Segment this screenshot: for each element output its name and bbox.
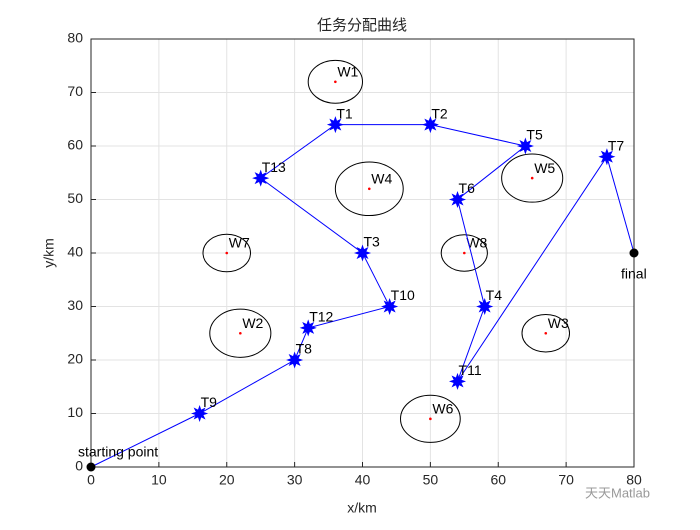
point-label: T11 (459, 362, 482, 378)
x-tick-label: 20 (219, 472, 235, 488)
task-marker (421, 116, 439, 134)
task-marker (448, 191, 467, 208)
region-circle (440, 234, 488, 272)
task-marker (598, 148, 616, 166)
point-label: T6 (459, 180, 476, 196)
task-marker (381, 298, 399, 315)
region-circle (307, 59, 364, 104)
region-circle (400, 394, 461, 443)
task-marker (286, 351, 304, 369)
endpoint-marker (86, 462, 96, 472)
task-marker (252, 169, 270, 187)
y-tick-label: 50 (67, 190, 83, 206)
x-tick-label: 0 (87, 472, 95, 488)
region-circle (501, 153, 564, 203)
y-tick-label: 10 (67, 404, 83, 420)
y-tick-label: 60 (67, 137, 83, 153)
region-circle (521, 314, 571, 353)
point-label: T2 (431, 105, 448, 121)
point-label: T4 (486, 287, 503, 303)
x-tick-label: 30 (287, 472, 303, 488)
point-label: starting point (78, 444, 158, 460)
task-marker (516, 137, 534, 155)
region-label: W7 (229, 235, 250, 251)
region-center (429, 417, 432, 421)
endpoint-marker (629, 248, 639, 258)
point-label: T10 (391, 287, 415, 303)
y-tick-label: 70 (67, 83, 83, 99)
region-circle (334, 161, 404, 217)
region-label: W1 (337, 64, 358, 80)
task-marker (448, 372, 467, 390)
region-label: W4 (371, 171, 392, 187)
x-tick-label: 80 (626, 472, 642, 488)
region-center (239, 331, 242, 335)
y-tick-label: 80 (67, 30, 83, 46)
region-center (367, 187, 371, 191)
region-center (463, 251, 466, 255)
region-circle (202, 233, 252, 273)
y-tick-label: 30 (67, 297, 83, 313)
point-label: T9 (201, 394, 218, 410)
point-label: final (621, 266, 647, 282)
region-label: W6 (432, 401, 453, 417)
region-center (225, 251, 229, 255)
chart-title: 任务分配曲线 (317, 17, 407, 34)
task-marker (326, 116, 344, 134)
region-label: W3 (548, 315, 569, 331)
task-marker (299, 319, 317, 337)
task-marker (191, 404, 209, 423)
x-tick-label: 40 (355, 472, 371, 488)
task-marker (353, 244, 372, 262)
point-label: T1 (336, 105, 353, 121)
region-center (334, 80, 337, 84)
y-axis-label: y/km (41, 238, 57, 268)
region-circle (209, 308, 272, 358)
task-marker (476, 298, 494, 315)
point-label: T3 (364, 234, 381, 250)
point-label: T7 (608, 137, 625, 153)
x-tick-label: 50 (423, 472, 439, 488)
x-tick-label: 10 (151, 472, 167, 488)
region-center (530, 176, 534, 180)
y-tick-label: 20 (67, 351, 83, 367)
point-label: T12 (309, 309, 333, 325)
point-label: T8 (296, 341, 313, 357)
x-axis-label: x/km (347, 500, 377, 516)
y-tick-label: 40 (67, 244, 83, 260)
y-tick-label: 0 (75, 458, 83, 474)
region-label: W5 (534, 160, 555, 176)
point-label: T13 (262, 159, 286, 175)
x-tick-label: 60 (490, 472, 506, 488)
x-tick-label: 70 (558, 472, 574, 488)
watermark: 天天Matlab (585, 485, 650, 500)
point-label: T5 (526, 127, 543, 143)
region-label: W8 (466, 235, 487, 251)
region-center (544, 331, 548, 335)
region-label: W2 (242, 315, 263, 331)
